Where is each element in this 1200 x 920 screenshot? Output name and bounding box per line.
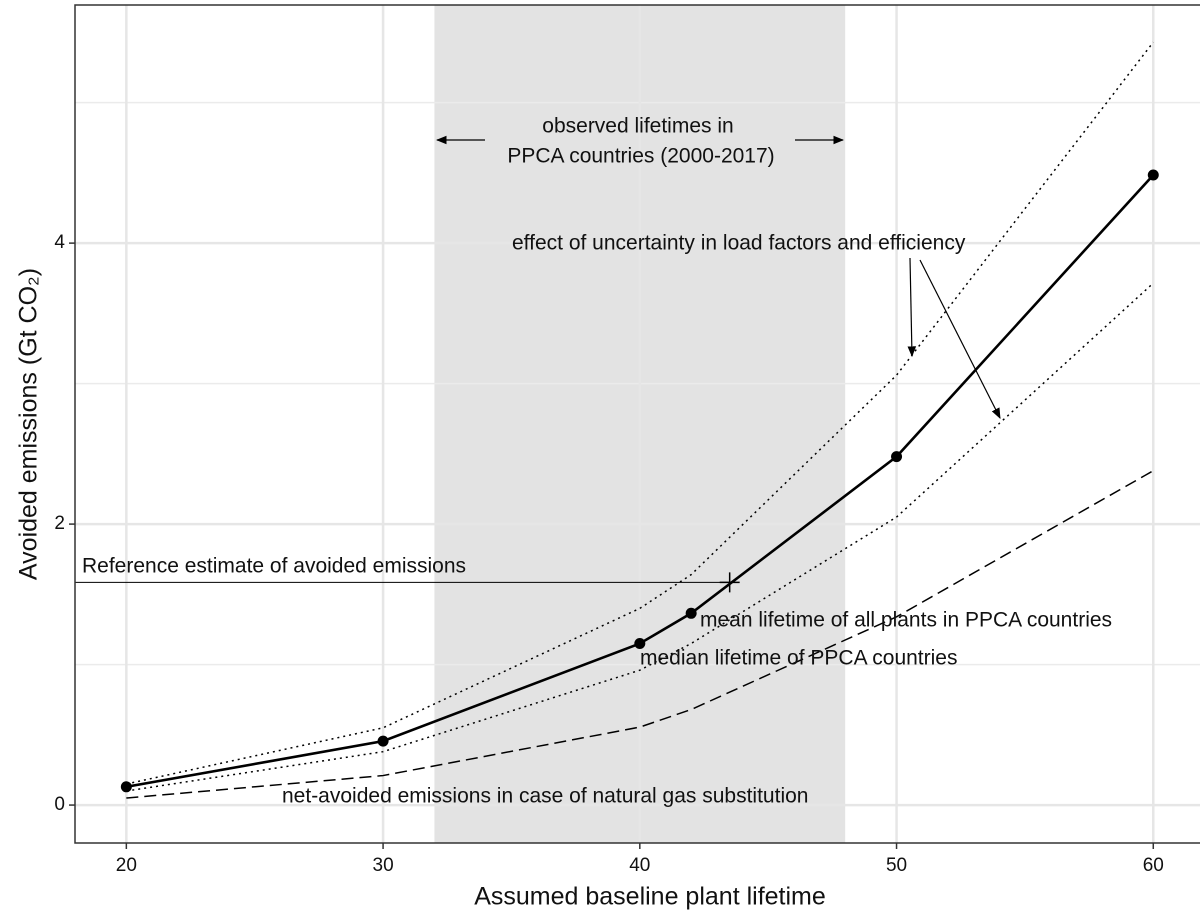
series-line	[126, 174, 1155, 789]
data-point	[120, 781, 132, 793]
reference-cross	[719, 572, 740, 593]
x-tick-label: 60	[1143, 855, 1164, 876]
data-point	[685, 607, 697, 619]
x-tick-label: 30	[373, 855, 394, 876]
reference-label: Reference estimate of avoided emissions	[82, 555, 466, 578]
series-line	[126, 41, 1154, 785]
y-tick-label: 0	[54, 794, 65, 815]
panel-border	[74, 4, 1200, 844]
x-tick-label: 20	[116, 855, 137, 876]
annotation: net-avoided emissions in case of natural…	[282, 785, 808, 808]
series-line	[126, 282, 1154, 792]
y-tick-label: 4	[54, 232, 65, 253]
plot-area: Reference estimate of avoided emissions o…	[75, 5, 1200, 843]
annotation: PPCA countries (2000-2017)	[507, 145, 774, 168]
annotation: effect of uncertainty in load factors an…	[512, 232, 966, 255]
annotation: mean lifetime of all plants in PPCA coun…	[700, 609, 1112, 632]
data-point	[377, 735, 389, 747]
x-axis-title: Assumed baseline plant lifetime	[474, 883, 826, 911]
annotation-arrow	[919, 259, 1001, 419]
data-point	[891, 451, 903, 463]
data-point	[1147, 169, 1159, 181]
series-line	[126, 470, 1154, 799]
y-tick-label: 2	[54, 513, 65, 534]
data-point	[634, 638, 646, 650]
y-axis-title: Avoided emissions (Gt CO₂)	[15, 268, 43, 580]
x-tick-label: 40	[629, 855, 650, 876]
x-tick-label: 50	[886, 855, 907, 876]
annotation-arrow	[907, 257, 917, 358]
annotation: median lifetime of PPCA countries	[640, 647, 957, 670]
annotation: observed lifetimes in	[542, 115, 733, 138]
